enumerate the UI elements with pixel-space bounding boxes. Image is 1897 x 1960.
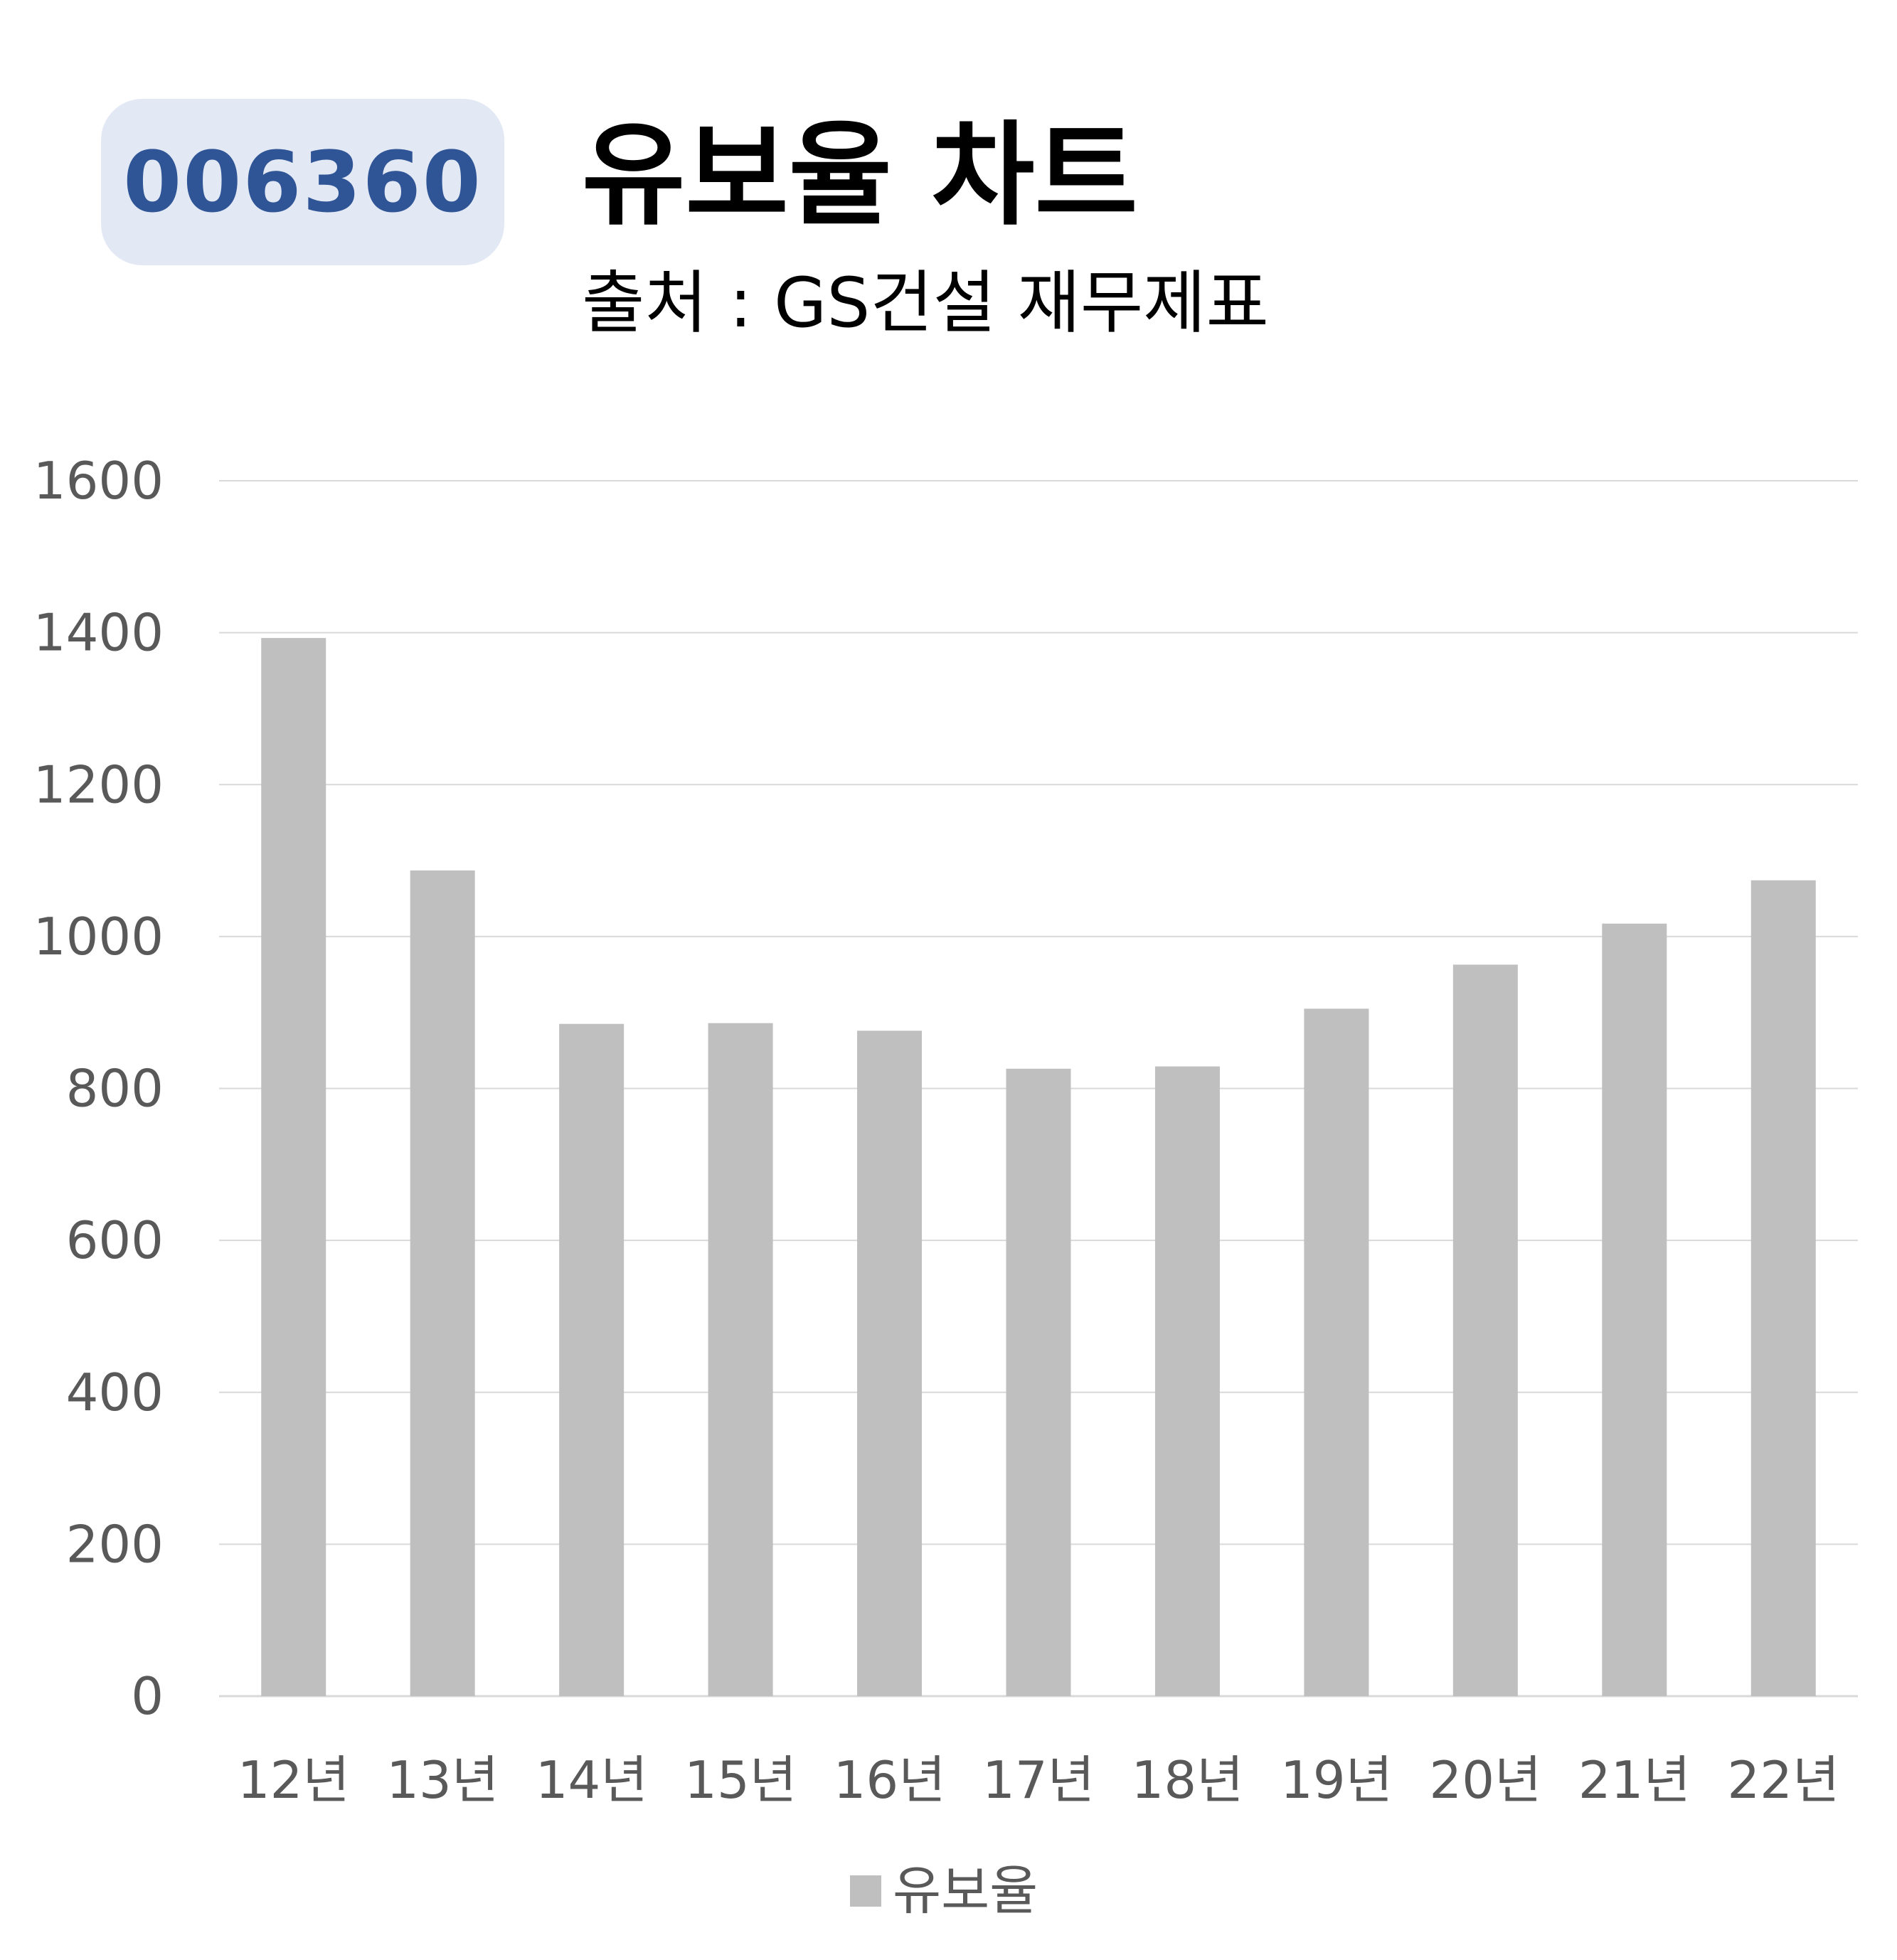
x-tick-label: 14년 [536,1750,648,1810]
x-tick-label: 17년 [982,1750,1095,1810]
y-tick-label: 1400 [33,603,164,663]
y-tick-label: 200 [66,1514,164,1574]
bar [1452,964,1518,1696]
ticker-code: 006360 [123,133,482,231]
bar [261,638,326,1697]
bar [1154,1066,1220,1696]
y-tick-label: 1200 [33,755,164,814]
legend: 유보율 [850,1865,1038,1917]
x-tick-label: 20년 [1429,1750,1541,1810]
y-axis-ticks: 0 200 400 600 800 1000 1200 1400 1600 [33,451,164,1726]
bar [708,1023,773,1696]
chart-title: 유보율 차트 [582,110,1138,241]
y-tick-label: 600 [66,1210,164,1270]
chart-subtitle: 출처 : GS건설 재무제표 [582,263,1269,343]
ticker-badge: 006360 [101,99,504,265]
x-tick-label: 13년 [386,1750,499,1810]
y-tick-label: 400 [66,1363,164,1422]
y-tick-label: 0 [131,1666,164,1726]
x-tick-label: 22년 [1727,1750,1839,1810]
bar [857,1030,923,1696]
bar [410,870,475,1696]
x-tick-label: 21년 [1578,1750,1691,1810]
x-tick-label: 15년 [684,1750,797,1810]
x-tick-label: 19년 [1280,1750,1393,1810]
bar [1006,1068,1071,1696]
bar [1602,923,1667,1696]
legend-swatch [850,1875,881,1907]
x-axis-ticks: 12년 13년 14년 15년 16년 17년 18년 19년 20년 21년 22년 [238,1750,1839,1810]
bar [1750,880,1816,1696]
x-tick-label: 16년 [834,1750,946,1810]
bars [261,638,1816,1697]
y-tick-label: 800 [66,1059,164,1119]
x-tick-label: 12년 [238,1750,350,1810]
x-tick-label: 18년 [1132,1750,1244,1810]
bar [559,1023,625,1696]
y-tick-label: 1000 [33,907,164,966]
legend-label: 유보율 [893,1860,1038,1922]
y-tick-label: 1600 [33,451,164,511]
bar [1304,1008,1369,1696]
